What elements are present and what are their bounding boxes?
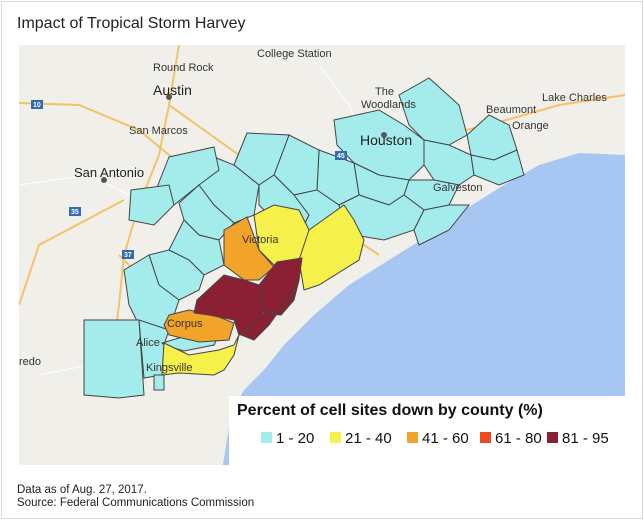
legend-swatch — [547, 432, 558, 443]
county — [128, 184, 175, 226]
gulf-water — [223, 153, 625, 465]
place-label: redo — [19, 356, 41, 368]
county — [161, 334, 240, 376]
figure-title: Impact of Tropical Storm Harvey — [17, 15, 246, 32]
county — [223, 216, 275, 281]
shield-label: 45 — [337, 153, 345, 160]
county — [83, 319, 145, 399]
place-label: Corpus — [167, 318, 203, 330]
shield-label: 10 — [33, 102, 41, 109]
legend: Percent of cell sites down by county (%)… — [229, 396, 625, 465]
legend-label: 81 - 95 — [562, 430, 609, 447]
shield-label: 37 — [124, 252, 132, 259]
county-map: 10 35 37 45 College Station Round Rock A… — [19, 45, 625, 465]
place-label: Orange — [512, 120, 549, 132]
legend-swatch — [407, 432, 418, 443]
shield-icon — [69, 207, 81, 216]
legend-swatch — [330, 432, 341, 443]
data-note: Data as of Aug. 27, 2017. — [17, 484, 147, 496]
county — [240, 288, 295, 341]
legend-label: 61 - 80 — [495, 430, 542, 447]
place-label: Beaumont — [486, 104, 536, 116]
place-labels: College Station Round Rock Austin The Wo… — [19, 48, 607, 374]
county — [398, 77, 468, 146]
highway-shields: 10 35 37 45 — [31, 100, 347, 259]
place-label: Round Rock — [153, 62, 214, 74]
county — [423, 139, 475, 186]
counties-21-40 — [161, 204, 365, 376]
county — [413, 204, 471, 246]
city-markers — [101, 94, 387, 183]
place-label: College Station — [257, 48, 332, 60]
legend-swatch — [480, 432, 491, 443]
counties-41-60 — [163, 216, 275, 343]
place-label: Lake Charles — [542, 92, 607, 104]
legend-background — [229, 396, 625, 465]
legend-label: 21 - 40 — [345, 430, 392, 447]
county — [153, 374, 165, 391]
place-label: The — [375, 86, 394, 98]
place-label: San Antonio — [74, 165, 144, 180]
shield-icon — [335, 151, 347, 160]
counties-81-95 — [193, 257, 303, 341]
footnote: Data as of Aug. 27, 2017. Source: Federa… — [17, 484, 254, 510]
shield-icon — [31, 100, 43, 109]
legend-title: Percent of cell sites down by county (%) — [237, 402, 543, 419]
legend-label: 1 - 20 — [276, 430, 314, 447]
place-label: Alice — [136, 337, 160, 349]
place-label: Austin — [153, 82, 192, 98]
legend-swatch — [261, 432, 272, 443]
city-dot — [101, 177, 107, 183]
city-dot — [166, 94, 172, 100]
place-label: Galveston — [433, 182, 483, 194]
place-label: Woodlands — [361, 99, 416, 111]
shield-icon — [122, 250, 134, 259]
legend-label: 41 - 60 — [422, 430, 469, 447]
map-panel: 10 35 37 45 College Station Round Rock A… — [19, 45, 625, 465]
source-note: Source: Federal Communications Commissio… — [17, 497, 255, 509]
shield-label: 35 — [71, 209, 79, 216]
place-label: Victoria — [242, 234, 279, 246]
city-dot — [381, 132, 387, 138]
place-label: Houston — [360, 132, 412, 148]
county — [470, 149, 525, 186]
place-label: Kingsville — [146, 362, 192, 374]
place-label: San Marcos — [129, 125, 188, 137]
